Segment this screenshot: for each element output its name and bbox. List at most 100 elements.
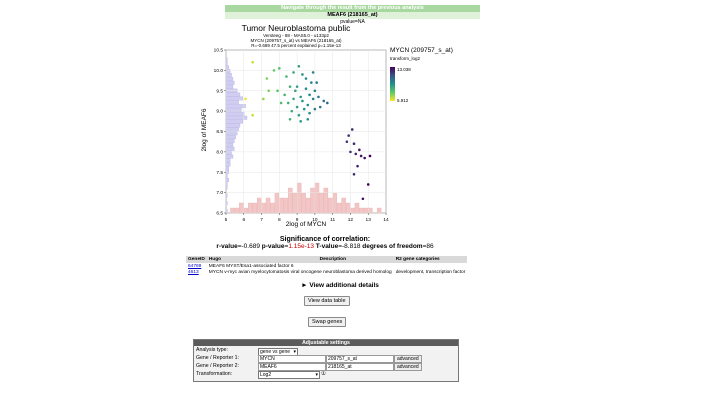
data-point (349, 150, 352, 154)
header-description: Description (271, 256, 394, 263)
x-axis-label: 2log of MYCN (286, 221, 327, 228)
gene-id-link[interactable]: 64769 (188, 263, 202, 269)
x-tick-label: 13 (366, 217, 372, 223)
view-data-table-button[interactable]: View data table (304, 296, 350, 306)
y-histogram-bar (225, 166, 229, 171)
gene-id-link[interactable]: 4613 (188, 270, 199, 276)
view-additional-details[interactable]: ► View additional details (301, 282, 379, 289)
x-tick-label: 6 (242, 217, 245, 223)
advanced-button-1[interactable]: advanced (394, 355, 422, 363)
data-point (295, 105, 299, 109)
data-point (350, 128, 354, 131)
data-point (278, 67, 281, 70)
x-histogram-bar (336, 202, 342, 214)
x-histogram-bar (363, 207, 369, 214)
x-tick-label: 11 (330, 217, 335, 223)
y-histogram-bar (225, 73, 232, 78)
y-histogram-bar (225, 100, 239, 105)
x-histogram-bar (350, 207, 355, 214)
navigate-bar[interactable]: Navigate through the result from the pre… (225, 5, 480, 12)
y-histogram-bar (225, 177, 229, 182)
x-histogram-bar (314, 182, 320, 214)
x-tick-label: 12 (348, 217, 354, 223)
data-point (359, 154, 363, 158)
x-histogram-bar (296, 182, 302, 214)
x-histogram-bar (252, 202, 257, 214)
data-point (308, 93, 311, 97)
data-point (322, 99, 326, 103)
x-histogram-bar (319, 192, 324, 214)
significance-title: Significance of correlation: (279, 236, 371, 243)
data-point (313, 89, 317, 93)
data-point (318, 105, 322, 109)
analysis-type-label: Analysis type: (196, 347, 229, 353)
t-label: T-value (315, 243, 339, 250)
x-histogram-bar (261, 202, 266, 214)
r-label: r-value (216, 243, 238, 250)
reporter1-input[interactable]: 209757_s_at (326, 355, 394, 363)
x-histogram-bar (368, 207, 373, 214)
data-point (276, 89, 279, 93)
data-point (311, 97, 315, 101)
y-histogram-bar (225, 104, 246, 109)
data-point (272, 69, 276, 72)
x-tick-label: 9 (296, 217, 299, 223)
transformation-label: Transformation: (196, 370, 233, 377)
pvalue-label: pvalue=NA (340, 19, 365, 25)
plot-subtitle-1: Versteeg - 88 - MAS5.0 - u133p2 (263, 33, 329, 38)
y-histogram-bar (225, 65, 229, 70)
reporter2-input[interactable]: 218165_at (326, 363, 394, 371)
gene1-input[interactable]: MYCN (258, 355, 326, 363)
info-icon[interactable]: ① (321, 371, 326, 377)
data-point (267, 89, 270, 93)
x-histogram-bar (274, 192, 280, 214)
y-histogram-bar (225, 96, 243, 101)
y-histogram-bar (225, 127, 239, 132)
gene2-input[interactable]: MEAF6 (258, 363, 326, 371)
y-tick-label: 7.5 (216, 170, 223, 176)
swap-genes-button[interactable]: Swap genes (308, 317, 347, 327)
x-tick-label: 7 (260, 217, 263, 223)
data-point (317, 95, 320, 99)
x-histogram-bar (323, 187, 329, 214)
y-tick-label: 7.0 (216, 190, 223, 196)
x-histogram-bar (230, 207, 235, 214)
gene1-label: Gene / Reporter 1: (196, 354, 239, 361)
x-histogram-bar (345, 202, 351, 214)
p-label: p-value (261, 243, 285, 250)
header-hugo: Hugo (206, 256, 272, 263)
gene-table-header: GeneID Hugo Description R2 gene categori… (186, 256, 468, 263)
plot-title: Tumor Neuroblastoma public (242, 23, 352, 33)
colorbar-max: 13.038 (397, 67, 411, 72)
data-point (288, 117, 292, 121)
y-tick-label: 8.5 (216, 129, 223, 135)
gene2-label: Gene / Reporter 2: (196, 362, 239, 369)
transformation-select[interactable]: Log2 ▾ (258, 371, 320, 379)
df-value: =86 (422, 243, 434, 250)
data-point (315, 81, 318, 84)
data-point (354, 152, 358, 156)
result-title: MEAF6 (218165_at) (225, 12, 480, 19)
advanced-button-2[interactable]: advanced (394, 363, 422, 371)
x-histogram-bar (332, 192, 337, 214)
data-point (347, 134, 350, 137)
data-point (299, 95, 302, 99)
adjustable-settings-panel: Adjustable settings Analysis type: gene … (193, 339, 459, 382)
x-tick-label: 8 (278, 217, 281, 223)
y-axis-label: 2log of MEAF6 (201, 108, 208, 151)
y-histogram-bar (225, 84, 234, 89)
data-point (262, 97, 265, 101)
data-point (299, 120, 302, 123)
table-row: 4613 MYCN v-myc avian myelocytomatosis v… (186, 270, 467, 277)
x-histogram-bar (305, 197, 311, 214)
data-point (368, 154, 372, 158)
settings-title: Adjustable settings (194, 340, 458, 346)
data-point (265, 77, 269, 80)
y-tick-label: 6.5 (216, 211, 223, 217)
x-histogram-bar (359, 207, 364, 214)
y-histogram-bar (225, 80, 235, 85)
x-tick-label: 10 (312, 217, 318, 223)
y-histogram-bar (225, 158, 231, 163)
y-histogram-bar (225, 146, 235, 151)
x-histogram-bar (341, 197, 346, 214)
